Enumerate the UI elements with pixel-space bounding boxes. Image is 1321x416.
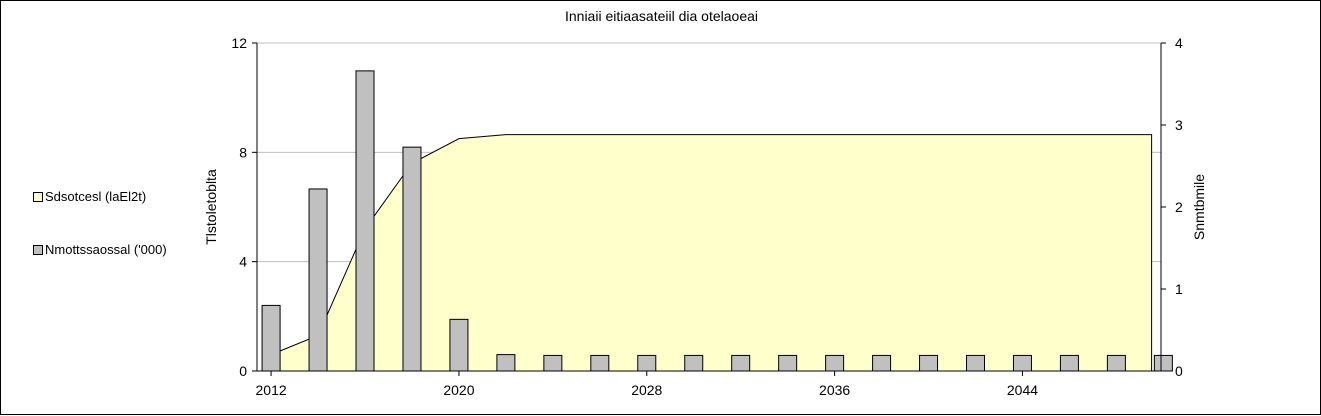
bar-14 xyxy=(919,354,939,372)
bar-17 xyxy=(1059,354,1079,372)
bar-4 xyxy=(449,318,469,372)
y-right-tick-label-3: 3 xyxy=(1175,117,1183,133)
x-tick-label-4: 2044 xyxy=(1007,382,1038,398)
bar-19 xyxy=(1153,354,1173,372)
bar-11 xyxy=(778,354,798,372)
bar-13 xyxy=(872,354,892,372)
area-series xyxy=(270,134,1153,372)
x-tick-label-0: 2012 xyxy=(256,382,287,398)
bar-3 xyxy=(402,146,422,372)
bar-0 xyxy=(261,304,281,372)
legend-item-bars: Nmottssaossal ('000) xyxy=(33,242,167,257)
legend-label-bars: Nmottssaossal ('000) xyxy=(45,242,167,257)
bar-18 xyxy=(1106,354,1126,372)
legend-label-area: Sdsotcesl (laEl2t) xyxy=(45,189,147,204)
bar-8 xyxy=(637,354,657,372)
bar-1 xyxy=(308,188,328,372)
y-left-tick-label-3: 12 xyxy=(231,35,247,51)
legend-swatch-area xyxy=(33,191,43,202)
y-right-tick-label-0: 0 xyxy=(1175,363,1183,379)
bar-2 xyxy=(355,70,375,372)
x-tick-label-2: 2028 xyxy=(631,382,662,398)
bar-10 xyxy=(731,354,751,372)
y-left-tick-label-1: 4 xyxy=(239,254,247,270)
y-right-tick-label-1: 1 xyxy=(1175,281,1183,297)
bar-7 xyxy=(590,354,610,372)
x-tick-label-3: 2036 xyxy=(819,382,850,398)
y-right-tick-label-2: 2 xyxy=(1175,199,1183,215)
x-tick-label-1: 2020 xyxy=(443,382,474,398)
bar-15 xyxy=(966,354,986,372)
bar-9 xyxy=(684,354,704,372)
bar-5 xyxy=(496,354,516,372)
bar-16 xyxy=(1012,354,1032,372)
y-left-tick-label-2: 8 xyxy=(239,144,247,160)
chart-title: Inniaii eitiaasateiil dia otelaoeai xyxy=(564,8,759,24)
legend-item-area: Sdsotcesl (laEl2t) xyxy=(33,189,146,204)
legend-swatch-bars xyxy=(33,244,43,255)
bar-12 xyxy=(825,354,845,372)
y-right-tick-label-4: 4 xyxy=(1175,35,1183,51)
bar-6 xyxy=(543,354,563,372)
y-left-tick-label-0: 0 xyxy=(239,363,247,379)
